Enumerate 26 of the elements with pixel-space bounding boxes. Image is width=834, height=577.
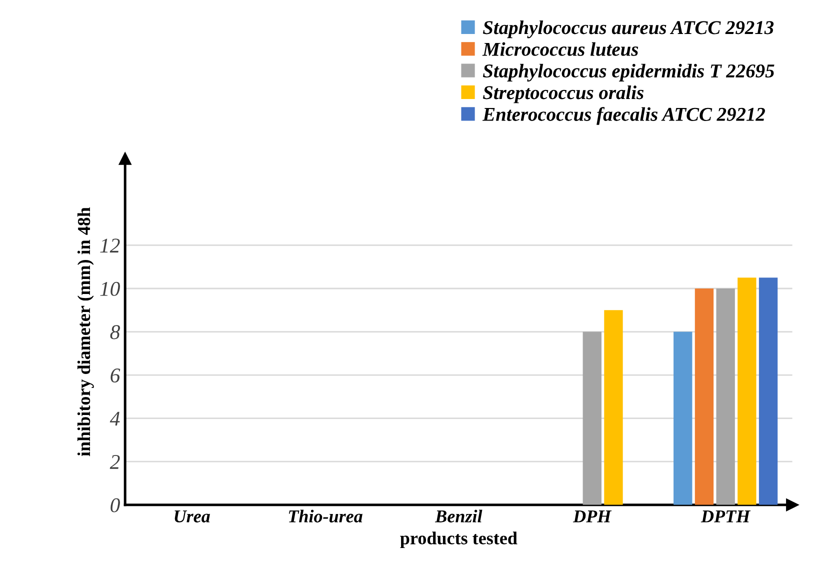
y-tick-label: 2: [110, 455, 120, 469]
x-axis-title: products tested: [400, 532, 518, 548]
y-tick-label: 12: [100, 238, 120, 252]
legend-label: Staphylococcus epidermidis T 22695: [482, 64, 774, 82]
x-tick-label: Urea: [174, 510, 210, 522]
legend-label: Streptococcus oralis: [482, 86, 644, 104]
y-tick-label: 8: [110, 325, 120, 340]
legend-label: Enterococcus faecalis ATCC 29212: [482, 107, 765, 125]
bar: [694, 288, 714, 505]
x-tick-label: Thio-urea: [288, 510, 362, 522]
x-tick-label: DPTH: [700, 510, 751, 522]
legend-label: Micrococcus luteus: [482, 42, 638, 56]
legend-label: Staphylococcus aureus ATCC 29213: [482, 20, 774, 38]
bar: [758, 278, 778, 505]
bar: [674, 332, 692, 505]
y-tick-label: 4: [110, 412, 120, 426]
x-tick-label: DPH: [572, 510, 612, 522]
y-tick-label: 6: [110, 368, 120, 382]
y-tick-label: 10: [100, 282, 120, 296]
bar: [738, 278, 756, 505]
bar: [582, 332, 602, 505]
y-tick-label: 0: [110, 498, 120, 512]
x-tick-label: Benzil: [434, 510, 482, 522]
bar: [716, 288, 735, 505]
bar: [604, 310, 623, 505]
y-axis-title: inhibitory diameter (mm) in 48h: [77, 207, 94, 456]
